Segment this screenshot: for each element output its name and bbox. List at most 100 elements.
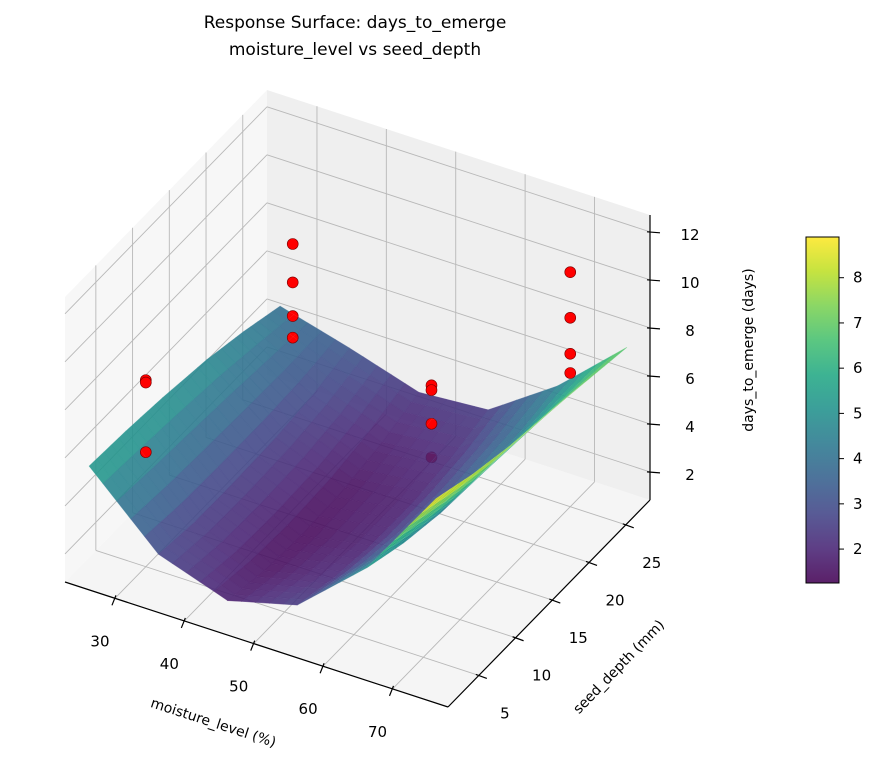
surface-mesh-line [408,362,600,527]
data-point [564,266,577,278]
colorbar-tick-label: 5 [853,404,863,422]
z-tick-mark [646,279,661,282]
data-point [564,347,577,360]
surface-mesh-line [133,424,481,572]
x-tick-mark [388,685,395,697]
surface-mesh-line [188,374,537,519]
surface-mesh-line [324,400,517,591]
colorbar-tick-label: 8 [853,269,863,287]
x-tick-mark [111,595,117,606]
surface-mesh-line [162,397,510,546]
left-gridline-z [64,106,268,315]
floor-gridline-x [322,458,526,667]
surface-mesh-line [116,322,308,502]
y-tick-mark [622,523,634,529]
axis-lines [64,215,661,708]
colorbar-gradient [806,237,839,583]
x-tick-mark [250,640,256,651]
x-tick-label: 40 [160,655,179,673]
surface-mesh-line [283,406,475,605]
surface-mesh-line [221,348,569,484]
y-tick-label: 20 [605,591,624,609]
surface-mesh-line [206,359,554,501]
x-tick-label: 70 [368,723,387,741]
surface-mesh-line [102,314,295,484]
z-tick-label: 10 [680,274,699,292]
surface-mesh-line [352,390,544,576]
colorbar-frame [805,236,840,584]
surface-mesh-line [257,321,606,439]
back-gridline-z [266,202,651,329]
surface-mesh-line [380,378,572,555]
surface-mesh-line [180,382,528,528]
surface-mesh-line [228,342,576,475]
surface-mesh-line [394,370,586,541]
surface-mesh-line [250,326,598,449]
surface-mesh-line [96,458,444,600]
surface-mesh-line [213,354,562,493]
y-tick-mark [475,673,488,679]
surface-mesh-line [172,356,364,564]
data-point [286,310,299,322]
surface-mesh-line [88,305,281,467]
surface-mesh-line [235,337,584,467]
floor-gridline-x [392,481,595,690]
back-gridline-z [266,154,651,281]
surface-mesh-line [366,385,558,569]
tick-labels: 30 40 50 60 70 5 10 15 20 25 2 4 6 8 10 12 [90,226,699,741]
surface-mesh-line [265,316,613,430]
surface-mesh-line [125,430,473,579]
y-tick-mark [549,598,561,604]
surface-and-points [88,238,628,606]
surface-mesh-line [197,367,545,510]
y-tick-label: 15 [569,629,588,647]
colorbar-tick-label: 7 [853,314,863,332]
z-axis-label: days_to_emerge (days) [741,268,757,431]
x-axis-line [64,581,449,708]
data-point [564,311,577,324]
left-gridline-z [64,154,268,363]
surface-mesh-line [255,399,447,603]
surface-mesh-line [435,347,628,499]
z-tick-mark [646,471,661,474]
y-tick-mark [512,636,524,642]
x-tick-label: 60 [299,700,318,718]
surface-facet [421,493,444,513]
surface-mesh-line [158,347,350,555]
colorbar-tick-label: 3 [853,495,863,513]
surface-mesh-line [241,395,433,602]
z-tick-label: 12 [680,226,699,244]
x-tick-mark [180,617,186,629]
surface-mesh-line [147,410,495,559]
colorbar: 2 3 4 5 6 7 8 [805,236,863,584]
surface-mesh-line [421,354,614,513]
z-tick-label: 2 [685,466,695,484]
y-tick-label: 5 [500,704,510,722]
back-gridline-z [266,250,651,377]
colorbar-tick-label: 4 [853,450,863,468]
x-tick-label: 30 [90,632,109,650]
y-axis-line [447,499,651,708]
data-point [564,367,577,379]
z-tick-label: 8 [685,322,695,340]
data-point [286,238,299,250]
data-point [425,417,438,430]
back-gridline-z [266,106,651,233]
z-tick-label: 6 [685,370,695,388]
y-tick-mark [585,560,598,567]
surface-mesh-line [269,402,461,604]
surface-mesh-line [155,404,503,553]
left-gridline-z [64,202,268,411]
surface-mesh-line [243,331,591,458]
surface-mesh-line [88,465,437,606]
surface-mesh-line [110,444,459,589]
surface-mesh-line [279,305,628,411]
z-tick-mark [646,423,661,426]
y-tick-label: 25 [642,554,661,572]
surface-mesh-line [140,417,488,566]
y-tick-label: 10 [532,667,551,685]
colorbar-tick-label: 2 [853,540,863,558]
x-tick-label: 50 [229,678,248,696]
surface-mesh-line [144,339,336,537]
chart-title-line-2: moisture_level vs seed_depth [228,40,482,60]
